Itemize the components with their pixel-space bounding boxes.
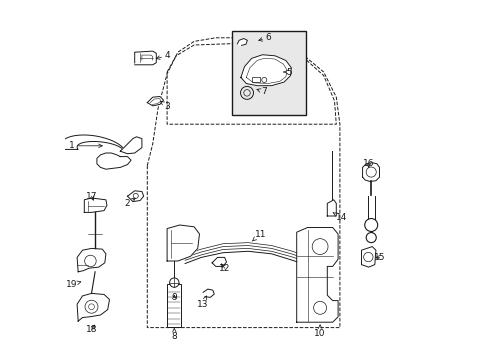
Text: 12: 12: [219, 264, 230, 273]
Polygon shape: [77, 248, 106, 272]
Polygon shape: [167, 225, 199, 261]
Bar: [167, 284, 181, 327]
Polygon shape: [361, 247, 375, 267]
Polygon shape: [127, 191, 143, 202]
Text: 2: 2: [124, 198, 135, 208]
Text: 18: 18: [85, 325, 97, 334]
Text: 3: 3: [160, 101, 170, 111]
Polygon shape: [237, 39, 247, 45]
Text: 15: 15: [373, 253, 385, 262]
Polygon shape: [120, 137, 142, 154]
Text: 14: 14: [332, 213, 346, 222]
Polygon shape: [203, 289, 214, 297]
Polygon shape: [134, 51, 156, 65]
Text: 17: 17: [85, 192, 97, 201]
Polygon shape: [367, 196, 374, 234]
Text: 1: 1: [69, 141, 102, 150]
Circle shape: [169, 278, 179, 287]
Text: 6: 6: [258, 33, 270, 42]
Circle shape: [364, 219, 377, 231]
Text: 19: 19: [66, 280, 81, 289]
Polygon shape: [212, 257, 226, 266]
Polygon shape: [241, 55, 291, 86]
Circle shape: [240, 86, 253, 99]
Text: 10: 10: [314, 325, 325, 338]
Text: 4: 4: [156, 51, 169, 60]
Text: 7: 7: [256, 87, 266, 96]
Text: 11: 11: [252, 230, 266, 241]
Polygon shape: [147, 96, 163, 106]
Text: 8: 8: [171, 328, 177, 341]
Text: 9: 9: [171, 292, 177, 302]
Bar: [251, 77, 259, 82]
Polygon shape: [61, 135, 124, 149]
Polygon shape: [97, 153, 131, 169]
Polygon shape: [77, 293, 109, 321]
Text: 16: 16: [362, 159, 374, 168]
Polygon shape: [326, 200, 336, 216]
Text: 13: 13: [197, 296, 208, 309]
Polygon shape: [362, 163, 379, 181]
Polygon shape: [296, 228, 337, 322]
Text: 5: 5: [283, 68, 292, 77]
Circle shape: [366, 233, 375, 243]
Bar: [231, 31, 305, 115]
Polygon shape: [84, 198, 107, 212]
